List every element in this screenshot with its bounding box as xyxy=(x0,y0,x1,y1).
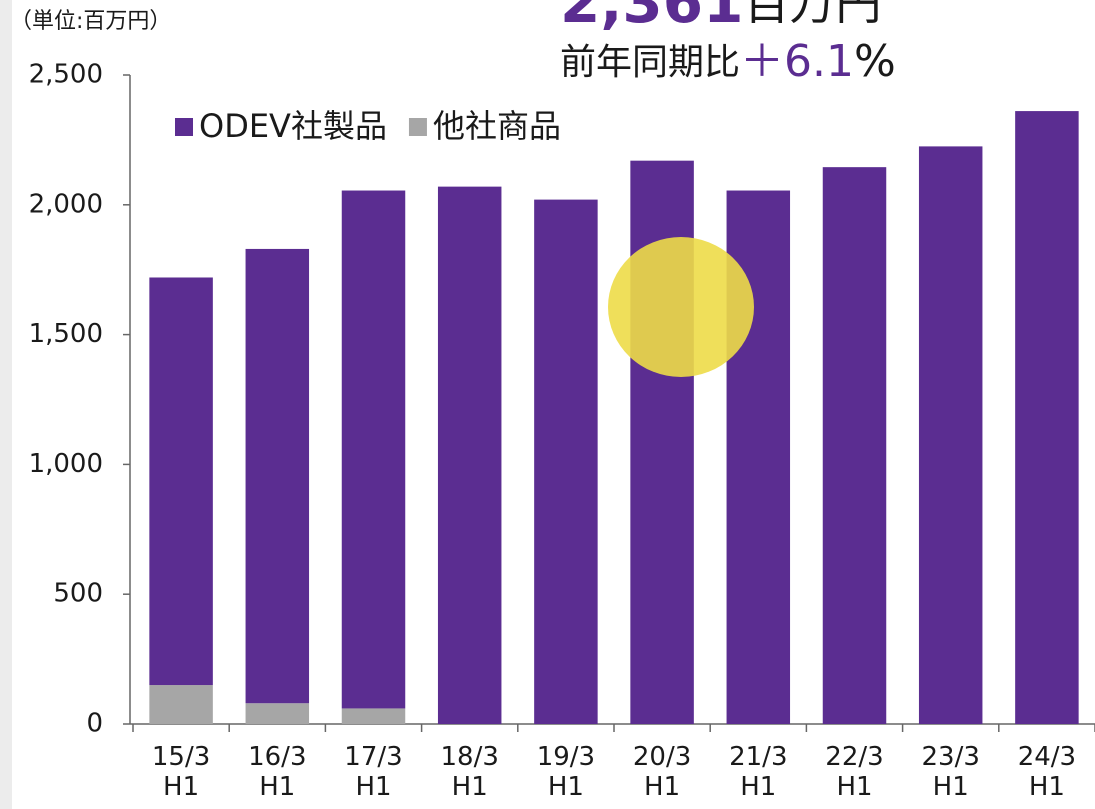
x-tick-label: 16/3 H1 xyxy=(229,742,325,802)
bar-segment xyxy=(246,703,309,724)
y-tick-label: 2,500 xyxy=(29,60,103,90)
yoy-value: ＋6.1 xyxy=(740,36,854,87)
legend-swatch xyxy=(175,118,193,136)
y-tick-label: 0 xyxy=(86,709,103,739)
yoy: 前年同期比＋6.1% xyxy=(560,36,896,87)
bar-segment xyxy=(149,685,212,724)
x-tick-label: 22/3 H1 xyxy=(807,742,903,802)
side-strip xyxy=(0,0,12,809)
x-tick-label: 15/3 H1 xyxy=(133,742,229,802)
x-tick-label: 18/3 H1 xyxy=(422,742,518,802)
bar-segment xyxy=(149,277,212,685)
yoy-label: 前年同期比 xyxy=(560,42,740,83)
legend-swatch xyxy=(409,118,427,136)
bar-segment xyxy=(342,708,405,724)
page: （単位:百万円） 2,361百万円 前年同期比＋6.1% 0 500 1,000 1,… xyxy=(0,0,1095,809)
y-tick-label: 1,500 xyxy=(29,319,103,349)
x-tick-label: 20/3 H1 xyxy=(614,742,710,802)
x-tick-label: 24/3 H1 xyxy=(999,742,1095,802)
bar-segment xyxy=(919,146,982,724)
yoy-unit: % xyxy=(854,36,896,87)
x-tick-label: 19/3 H1 xyxy=(518,742,614,802)
legend-label: 他社商品 xyxy=(433,107,561,145)
x-tick-label: 21/3 H1 xyxy=(710,742,806,802)
headline-value: 2,361 xyxy=(560,0,743,36)
x-tick-label: 17/3 H1 xyxy=(326,742,422,802)
y-tick-label: 500 xyxy=(53,579,103,609)
bar-segment xyxy=(534,200,597,724)
headline: 2,361百万円 xyxy=(560,0,881,36)
bar-segment xyxy=(246,249,309,703)
x-tick-label: 23/3 H1 xyxy=(903,742,999,802)
y-tick-label: 1,000 xyxy=(29,449,103,479)
bar-segment xyxy=(438,187,501,724)
bar-segment xyxy=(823,167,886,724)
legend-label: ODEV社製品 xyxy=(199,107,387,145)
bar-segment xyxy=(1015,111,1078,724)
chart: （単位:百万円） 2,361百万円 前年同期比＋6.1% 0 500 1,000 1,… xyxy=(0,0,1095,809)
headline-unit: 百万円 xyxy=(743,0,881,30)
highlight xyxy=(608,237,754,377)
bar-segment xyxy=(342,191,405,709)
y-tick-label: 2,000 xyxy=(29,189,103,219)
unit-label: （単位:百万円） xyxy=(10,9,171,34)
